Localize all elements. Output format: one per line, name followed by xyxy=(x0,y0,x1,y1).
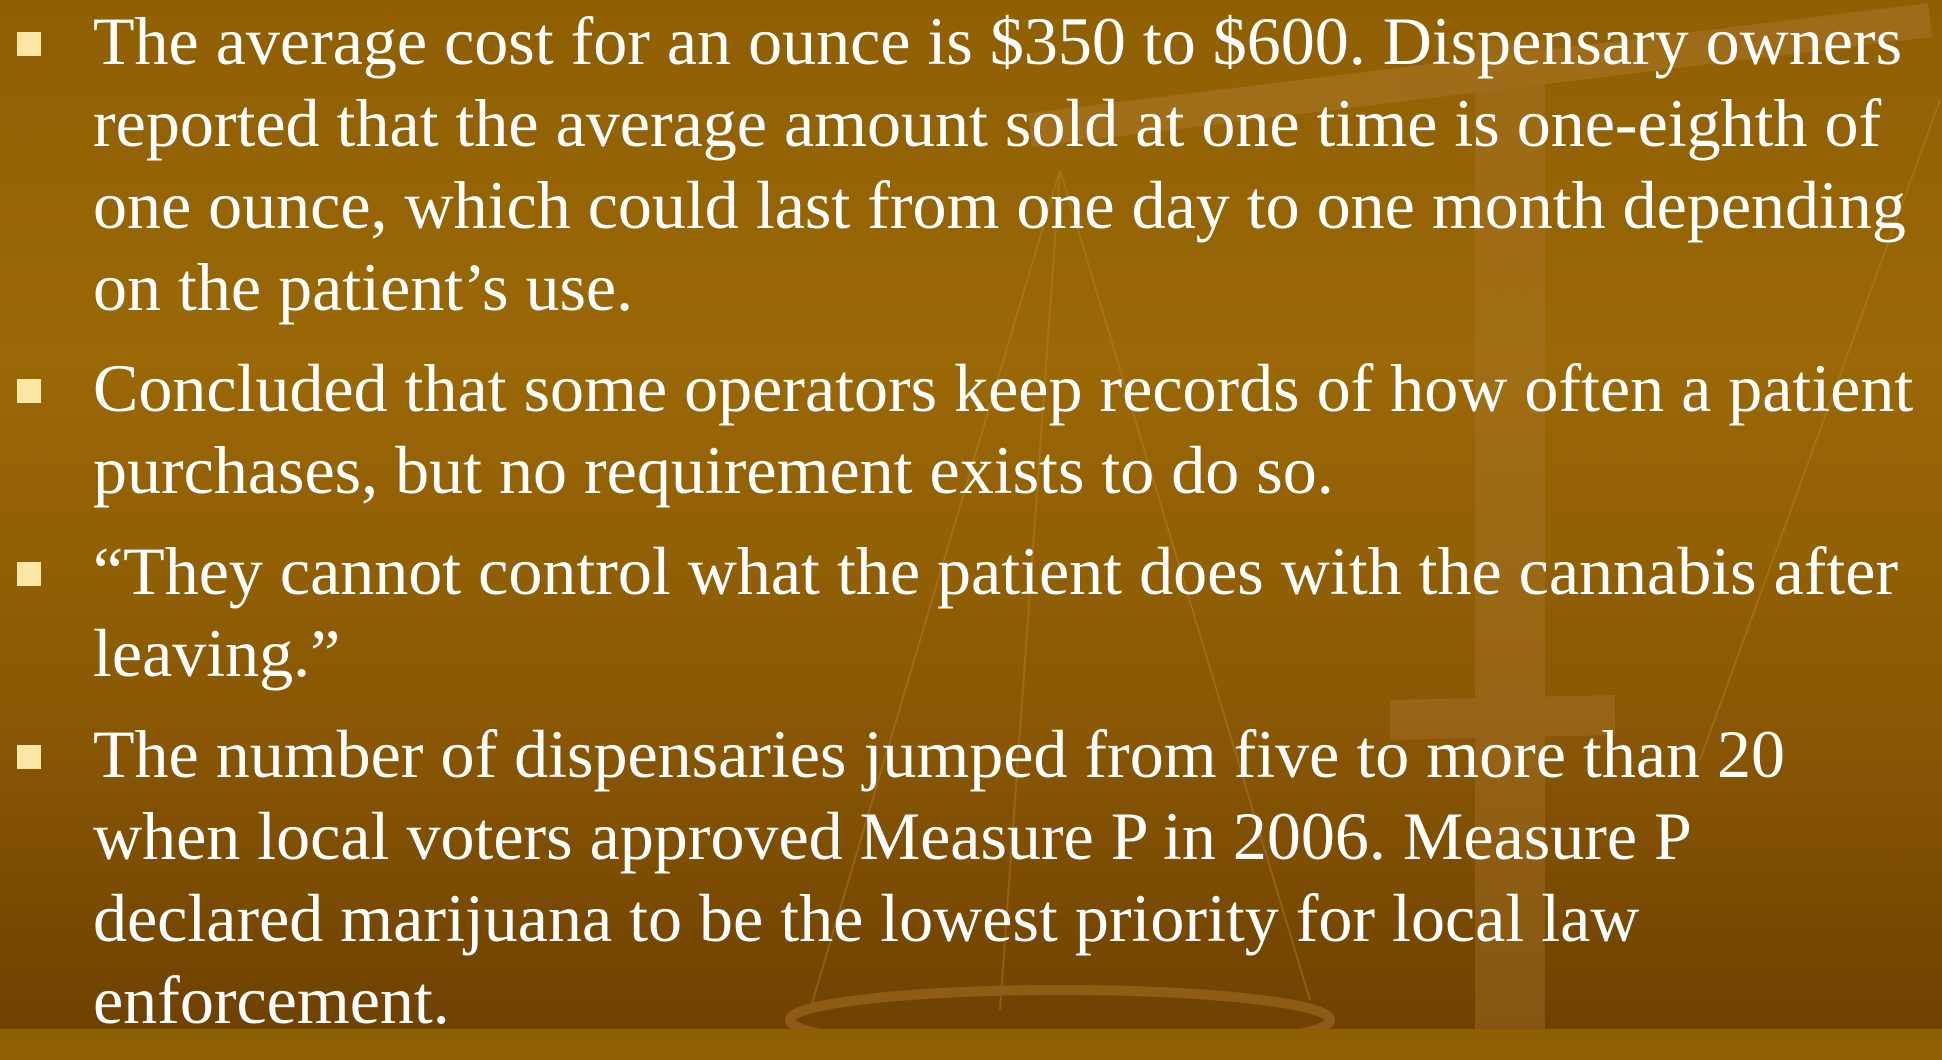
bullet-marker xyxy=(17,379,41,403)
slide: The average cost for an ounce is $350 to… xyxy=(0,0,1942,1029)
bullet-list: The average cost for an ounce is $350 to… xyxy=(0,0,1942,1060)
bullet-marker xyxy=(17,745,41,769)
bullet-text: “They cannot control what the patient do… xyxy=(93,533,1898,691)
bullet-marker xyxy=(17,562,41,586)
bullet-item: “They cannot control what the patient do… xyxy=(0,530,1942,694)
bullet-item: The average cost for an ounce is $350 to… xyxy=(0,0,1942,328)
bullet-text: The number of dispensaries jumped from f… xyxy=(93,716,1785,1038)
bullet-item: Concluded that some operators keep recor… xyxy=(0,347,1942,511)
bullet-marker xyxy=(17,32,41,56)
bullet-text: The average cost for an ounce is $350 to… xyxy=(93,3,1906,325)
bullet-item: The number of dispensaries jumped from f… xyxy=(0,713,1942,1041)
bullet-text: Concluded that some operators keep recor… xyxy=(93,350,1913,508)
